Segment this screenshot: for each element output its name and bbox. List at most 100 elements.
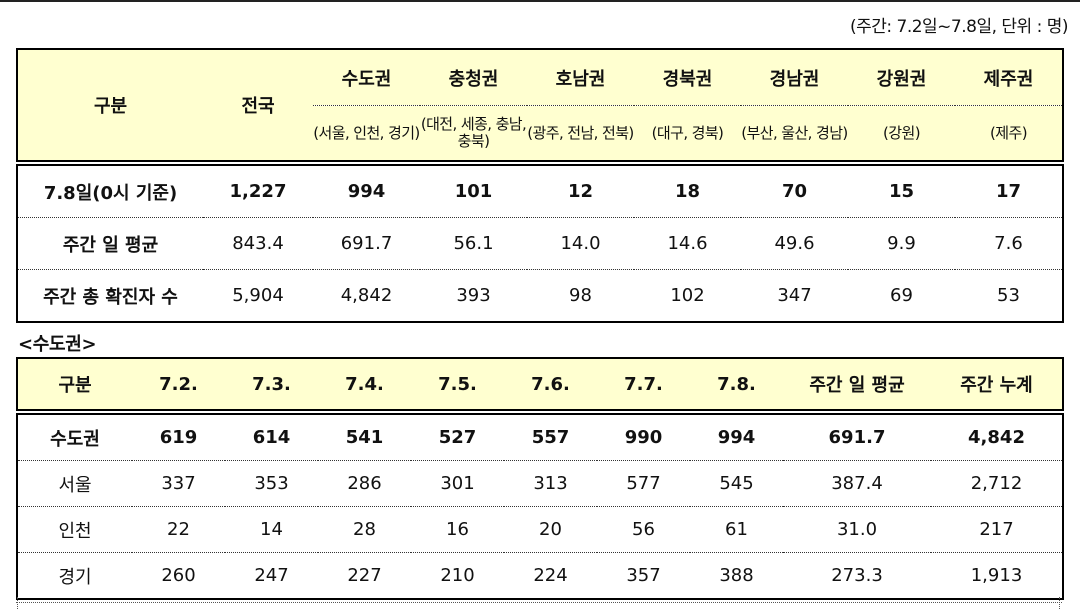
header-region-name: 충청권 <box>420 49 527 106</box>
cell: 2,712 <box>931 460 1063 507</box>
header-region-sub: (대구, 경북) <box>634 105 741 164</box>
header-region-sub: (부산, 울산, 경남) <box>741 105 848 164</box>
cell: 301 <box>411 460 504 507</box>
table1-subheader-row: (서울, 인천, 경기) (대전, 세종, 충남, 충북) (광주, 전남, 전… <box>17 105 1063 164</box>
cell: 4,842 <box>340 285 393 306</box>
cell: 12 <box>527 163 634 218</box>
capital-area-daily-table: 구분 7.2. 7.3. 7.4. 7.5. 7.6. 7.7. 7.8. 주간… <box>16 357 1064 600</box>
header-cell: 7.7. <box>597 358 690 413</box>
cell: 527 <box>411 412 504 461</box>
header-region-name: 수도권 <box>313 49 420 106</box>
cell: 7.6 <box>955 217 1063 270</box>
header-region-sub: (강원) <box>848 105 955 164</box>
row-label: 주간 총 확진자 수 <box>43 286 178 308</box>
cell: 387.4 <box>783 460 931 507</box>
table-row: 7.8일(0시 기준) 1,227 994 101 12 18 70 15 17 <box>17 163 1063 218</box>
table-row: 주간 일 평균 843.4 691.7 56.1 14.0 14.6 49.6 … <box>17 217 1063 270</box>
cell: 337 <box>132 460 225 507</box>
table-row: 서울 337 353 286 301 313 577 545 387.4 2,7… <box>17 460 1063 507</box>
header-cell: 7.5. <box>411 358 504 413</box>
table2-header-row: 구분 7.2. 7.3. 7.4. 7.5. 7.6. 7.7. 7.8. 주간… <box>17 358 1063 413</box>
cell: 545 <box>690 460 783 507</box>
row-label: 경기 <box>58 566 92 588</box>
cell: 691.7 <box>313 217 420 270</box>
cell: 357 <box>626 565 661 586</box>
regional-summary-table: 구분 전국 수도권 충청권 호남권 경북권 경남권 강원권 제주권 (서울, 인… <box>16 48 1064 323</box>
cell: 31.0 <box>783 506 931 553</box>
cell: 691.7 <box>783 412 931 461</box>
cell: 14 <box>225 506 318 553</box>
cell: 353 <box>225 460 318 507</box>
header-cell: 7.6. <box>504 358 597 413</box>
header-cell: 7.2. <box>132 358 225 413</box>
header-cell: 주간 일 평균 <box>783 358 931 413</box>
header-region-name: 호남권 <box>527 49 634 106</box>
cell: 16 <box>411 506 504 553</box>
unit-note: (주간: 7.2일~7.8일, 단위 : 명) <box>849 17 1069 37</box>
header-region-sub: (대전, 세종, 충남, 충북) <box>420 105 527 164</box>
row-label: 서울 <box>17 460 132 507</box>
cell: 102 <box>670 285 705 306</box>
cell: 61 <box>690 506 783 553</box>
row-label: 인천 <box>17 506 132 553</box>
cell: 14.0 <box>527 217 634 270</box>
cell: 614 <box>225 412 318 461</box>
cell: 70 <box>741 163 848 218</box>
row-label: 주간 일 평균 <box>17 217 203 270</box>
top-border-line <box>0 0 1080 2</box>
cell: 994 <box>313 163 420 218</box>
cell: 210 <box>440 565 475 586</box>
cell: 17 <box>955 163 1063 218</box>
header-category: 구분 <box>17 49 203 164</box>
header-cell: 7.4. <box>318 358 411 413</box>
header-region-sub: (서울, 인천, 경기) <box>313 105 420 164</box>
bottom-dotted-edge-left <box>17 597 18 609</box>
cell: 388 <box>719 565 754 586</box>
cell: 28 <box>318 506 411 553</box>
cell: 557 <box>504 412 597 461</box>
row-label: 7.8일(0시 기준) <box>17 163 203 218</box>
cell: 619 <box>132 412 225 461</box>
cell: 5,904 <box>232 285 284 306</box>
cell: 98 <box>569 285 592 306</box>
cell: 14.6 <box>634 217 741 270</box>
cell: 20 <box>504 506 597 553</box>
cell: 843.4 <box>203 217 313 270</box>
cell: 53 <box>997 285 1020 306</box>
cell: 56 <box>597 506 690 553</box>
cell: 990 <box>597 412 690 461</box>
header-region-sub: (제주) <box>955 105 1063 164</box>
header-region-name: 경북권 <box>634 49 741 106</box>
cell: 56.1 <box>420 217 527 270</box>
cell: 347 <box>777 285 812 306</box>
cell: 217 <box>931 506 1063 553</box>
header-cell: 7.8. <box>690 358 783 413</box>
cell: 49.6 <box>741 217 848 270</box>
cell: 541 <box>318 412 411 461</box>
bottom-dotted-edge-right <box>1059 597 1060 609</box>
table-row: 인천 22 14 28 16 20 56 61 31.0 217 <box>17 506 1063 553</box>
cell: 101 <box>420 163 527 218</box>
cell: 4,842 <box>931 412 1063 461</box>
cell: 1,913 <box>970 565 1023 586</box>
cell: 18 <box>634 163 741 218</box>
cell: 273.3 <box>831 565 883 586</box>
header-region-name: 강원권 <box>848 49 955 106</box>
table-row: 경기 260 247 227 210 224 357 388 273.3 1,9… <box>17 553 1063 600</box>
cell: 393 <box>456 285 491 306</box>
header-nation: 전국 <box>203 49 313 164</box>
header-cell: 7.3. <box>225 358 318 413</box>
cell: 224 <box>533 565 568 586</box>
cell: 286 <box>318 460 411 507</box>
cell: 227 <box>347 565 382 586</box>
cell: 22 <box>132 506 225 553</box>
section-title-capital-area: <수도권> <box>18 334 97 355</box>
cell: 994 <box>690 412 783 461</box>
cell: 260 <box>161 565 196 586</box>
table1-header-row: 구분 전국 수도권 충청권 호남권 경북권 경남권 강원권 제주권 <box>17 49 1063 164</box>
header-cell: 구분 <box>17 358 132 413</box>
cell: 313 <box>504 460 597 507</box>
table-row: 주간 총 확진자 수 5,904 4,842 393 98 102 347 69… <box>17 270 1063 323</box>
cell: 1,227 <box>203 163 313 218</box>
cell: 69 <box>890 285 913 306</box>
